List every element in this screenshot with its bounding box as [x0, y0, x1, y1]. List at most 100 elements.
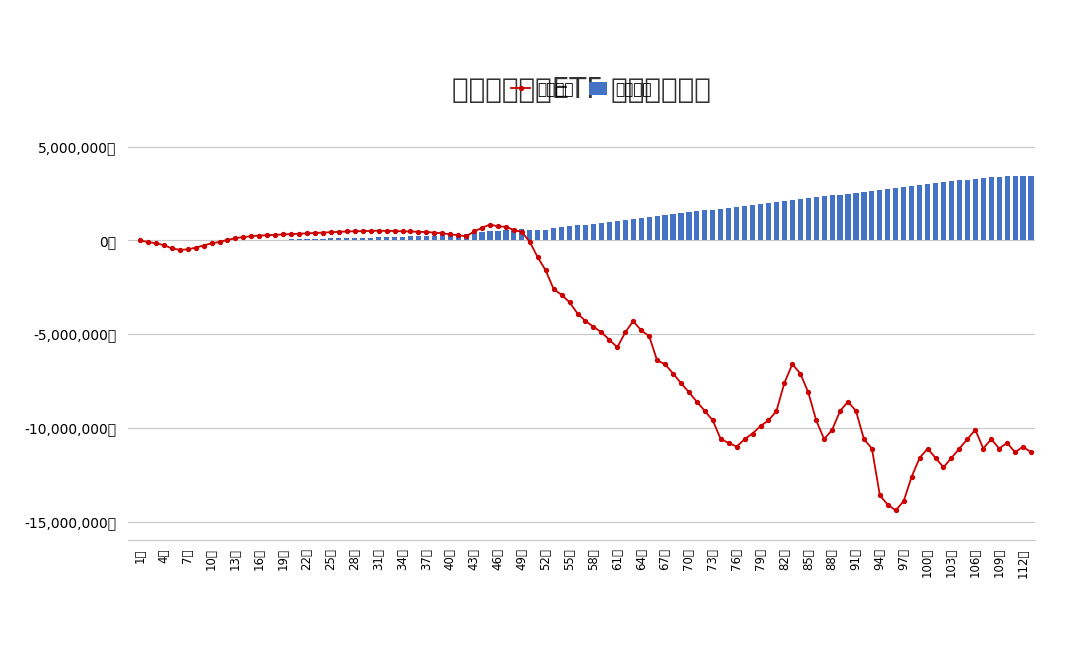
Bar [361, 238, 365, 241]
Bar [718, 209, 723, 241]
評価損益 [420, 228, 433, 236]
Bar [861, 192, 866, 241]
Bar [479, 233, 484, 241]
Bar [599, 223, 604, 241]
Bar [909, 186, 914, 241]
Bar [384, 237, 389, 241]
Bar [670, 214, 675, 241]
Bar [981, 178, 986, 241]
Bar [686, 212, 691, 241]
Bar [647, 217, 652, 241]
評価損益 [133, 237, 146, 244]
Bar [416, 236, 421, 241]
Bar [702, 210, 707, 241]
Bar [440, 235, 445, 241]
Bar [304, 239, 309, 241]
評価損益 [810, 416, 823, 424]
Bar [400, 237, 405, 241]
Legend: 評価損益, 実現損益: 評価損益, 実現損益 [506, 76, 657, 103]
Bar [543, 229, 548, 241]
Bar [488, 231, 493, 241]
Bar [766, 203, 771, 241]
Bar [615, 221, 620, 241]
Bar [551, 228, 556, 241]
Bar [893, 188, 898, 241]
Bar [790, 200, 795, 241]
Bar [917, 185, 922, 241]
Bar [559, 227, 564, 241]
Bar [376, 237, 381, 241]
Bar [973, 179, 978, 241]
評価損益 [977, 445, 990, 453]
Bar [845, 194, 850, 241]
Bar [313, 239, 318, 241]
Bar [631, 219, 636, 241]
評価損益 [158, 241, 171, 249]
Bar [583, 225, 588, 241]
Title: トライオートETF 週別運用実績: トライオートETF 週別運用実績 [452, 76, 711, 103]
Bar [902, 187, 906, 241]
Bar [575, 225, 580, 241]
Bar [663, 215, 668, 241]
Bar [711, 210, 715, 241]
評価損益 [1024, 448, 1037, 456]
Bar [877, 190, 882, 241]
Bar [504, 230, 509, 241]
Bar [806, 198, 811, 241]
Bar [654, 216, 659, 241]
Bar [527, 229, 532, 241]
Bar [933, 183, 938, 241]
Bar [288, 239, 293, 241]
Bar [463, 234, 468, 241]
Bar [997, 177, 1002, 241]
Bar [336, 239, 341, 241]
Bar [774, 202, 779, 241]
Bar [297, 239, 302, 241]
Bar [567, 227, 572, 241]
評価損益 [483, 221, 496, 229]
評価損益 [165, 244, 178, 252]
Bar [329, 239, 334, 241]
Bar [782, 201, 787, 241]
Bar [750, 205, 755, 241]
Bar [742, 206, 747, 241]
Bar [352, 238, 357, 241]
Bar [941, 183, 946, 241]
Bar [727, 208, 731, 241]
Bar [758, 204, 763, 241]
Bar [591, 223, 596, 241]
Bar [734, 207, 739, 241]
Bar [695, 212, 700, 241]
Bar [408, 237, 413, 241]
Bar [1013, 176, 1018, 241]
Bar [638, 218, 643, 241]
Bar [456, 235, 461, 241]
Bar [432, 235, 436, 241]
Bar [989, 177, 993, 241]
Bar [679, 214, 684, 241]
Bar [320, 239, 325, 241]
Bar [1029, 175, 1034, 241]
評価損益 [881, 501, 894, 509]
Bar [392, 237, 397, 241]
Bar [511, 229, 516, 241]
Bar [814, 197, 818, 241]
Bar [822, 196, 827, 241]
Bar [949, 181, 954, 241]
Bar [345, 238, 349, 241]
Bar [368, 237, 373, 241]
Line: 評価損益: 評価損益 [138, 223, 1033, 512]
Bar [1004, 177, 1009, 241]
Bar [472, 233, 477, 241]
Bar [829, 196, 834, 241]
Bar [798, 199, 802, 241]
Bar [607, 221, 612, 241]
Bar [854, 192, 859, 241]
Bar [424, 236, 429, 241]
Bar [623, 220, 627, 241]
Bar [886, 189, 890, 241]
Bar [495, 231, 500, 241]
Bar [536, 231, 540, 241]
Bar [1020, 176, 1025, 241]
Bar [925, 185, 930, 241]
